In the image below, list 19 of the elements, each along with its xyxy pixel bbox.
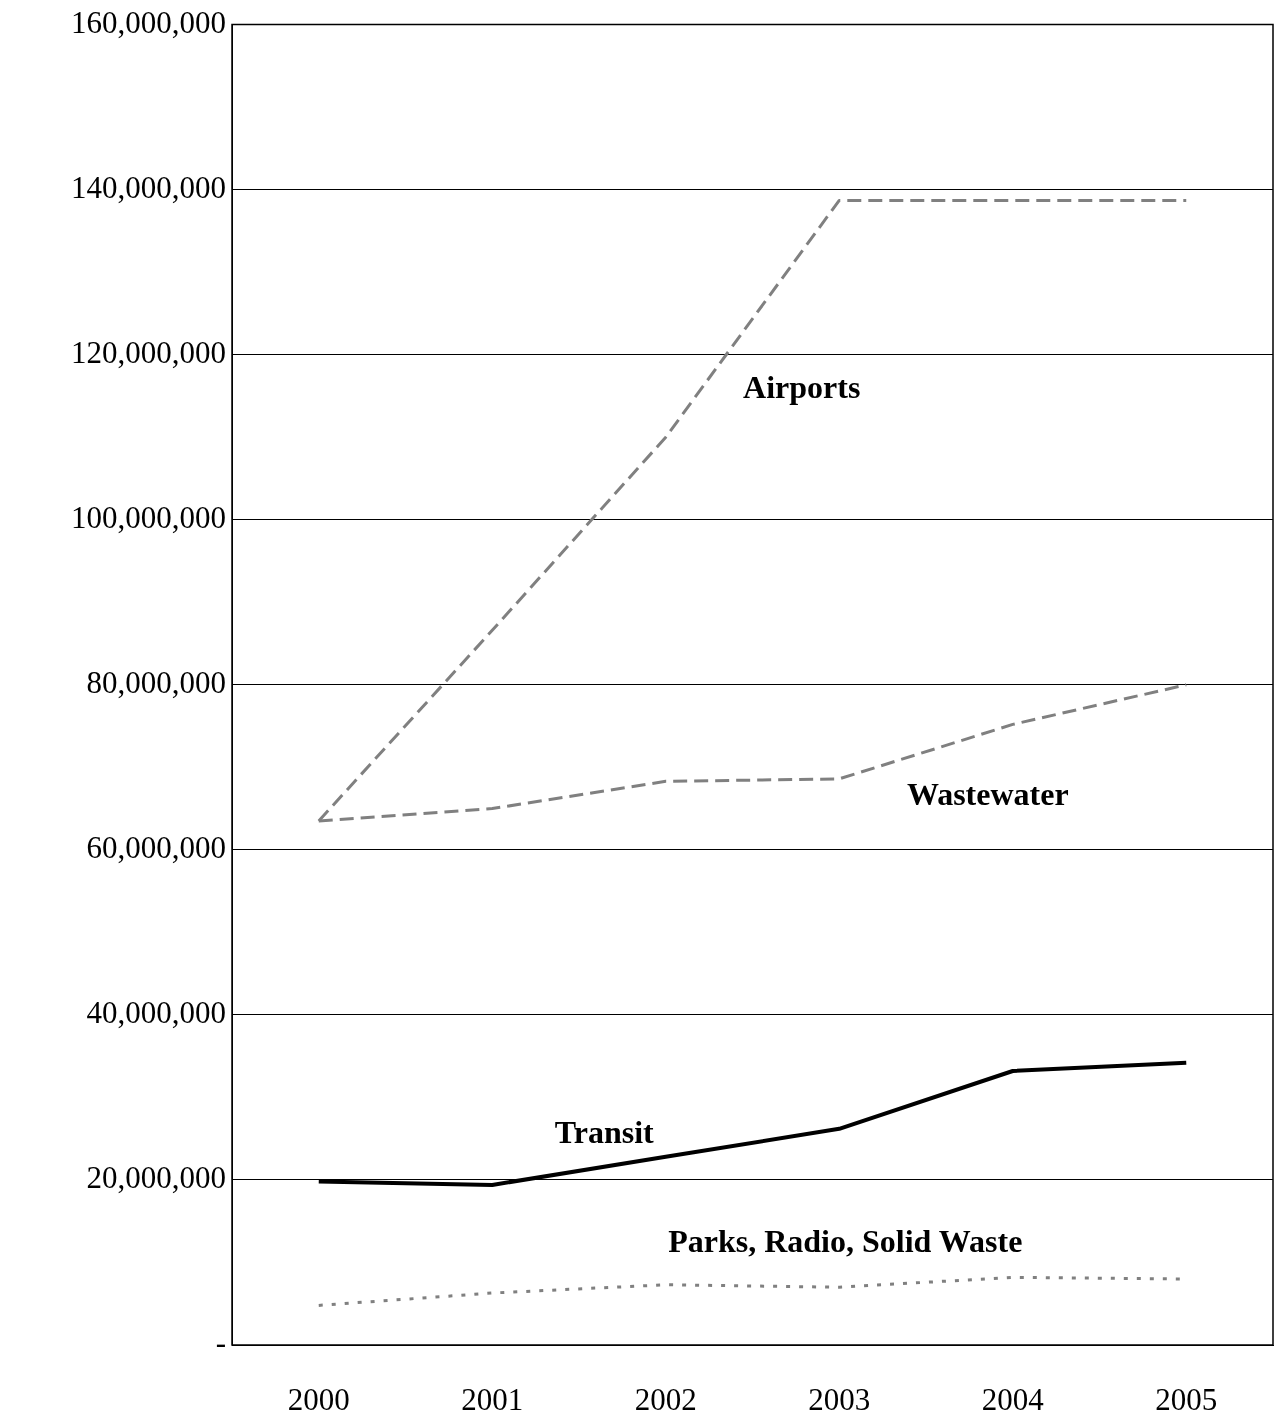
y-tick-label: 40,000,000 xyxy=(86,995,226,1031)
series-label: Parks, Radio, Solid Waste xyxy=(668,1223,1023,1260)
series-label: Transit xyxy=(554,1114,655,1151)
y-tick-label: 100,000,000 xyxy=(71,499,226,535)
y-tick-label: 160,000,000 xyxy=(71,4,226,40)
x-tick-label: 2000 xyxy=(287,1381,350,1417)
y-tick-label: - xyxy=(215,1325,226,1361)
x-tick-label: 2004 xyxy=(981,1381,1045,1417)
y-tick-label: 120,000,000 xyxy=(71,334,226,370)
x-tick-label: 2001 xyxy=(461,1381,524,1417)
y-tick-label: 140,000,000 xyxy=(71,169,226,205)
series-label: Wastewater xyxy=(906,775,1069,812)
x-tick-label: 2002 xyxy=(634,1381,697,1417)
x-tick-label: 2005 xyxy=(1155,1381,1218,1417)
series-label: Airports xyxy=(743,369,861,406)
y-tick-label: 80,000,000 xyxy=(86,664,226,700)
x-tick-label: 2003 xyxy=(808,1381,871,1417)
y-tick-label: 20,000,000 xyxy=(86,1160,226,1196)
y-tick-label: 60,000,000 xyxy=(86,829,226,865)
